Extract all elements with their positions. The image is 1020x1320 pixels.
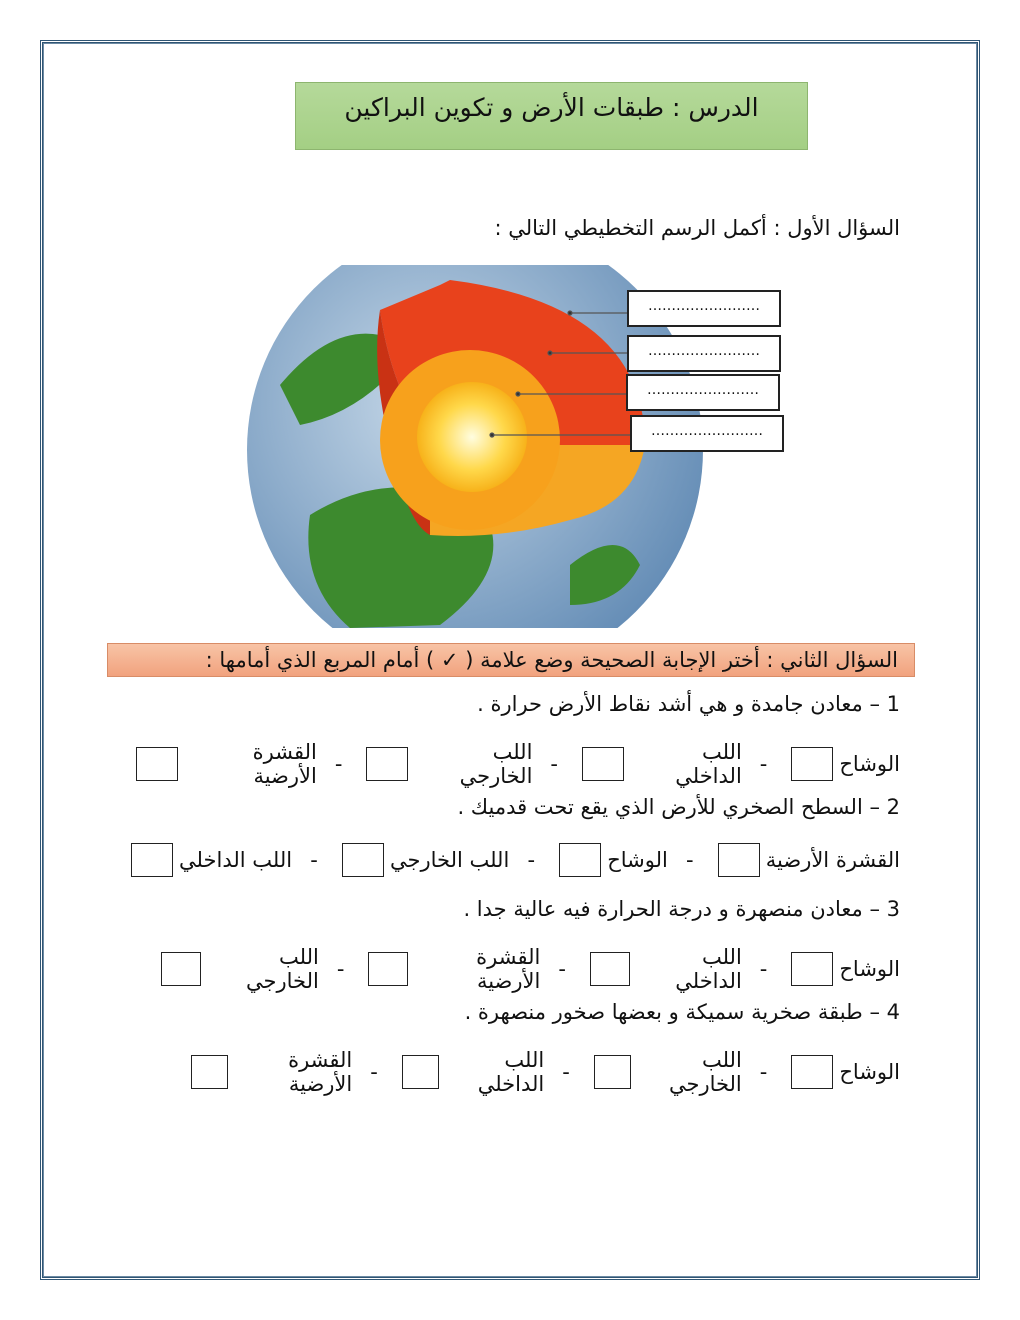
option-label: الوشاح	[839, 1060, 900, 1084]
option-label: اللب الداخلي	[179, 848, 293, 872]
answer-checkbox[interactable]	[791, 747, 834, 781]
answer-option: الوشاح	[785, 952, 900, 986]
question-stem: 1 – معادن جامدة و هي أشد نقاط الأرض حرار…	[477, 692, 900, 716]
separator: -	[759, 752, 768, 776]
option-label: اللب الخارجي	[459, 740, 533, 788]
answer-option: اللب الخارجي	[155, 945, 319, 993]
separator: -	[562, 1060, 570, 1084]
question-2-header: السؤال الثاني : أختر الإجابة الصحيحة وضع…	[107, 643, 915, 677]
answer-checkbox[interactable]	[161, 952, 201, 986]
separator: -	[759, 1060, 768, 1084]
answer-checkbox[interactable]	[717, 843, 760, 877]
layer-blank-4[interactable]: ……………………	[630, 415, 784, 452]
separator: -	[558, 957, 566, 981]
answer-checkbox[interactable]	[191, 1055, 229, 1089]
answer-checkbox[interactable]	[582, 747, 624, 781]
separator: -	[334, 752, 343, 776]
separator: -	[686, 848, 694, 872]
option-label: الوشاح	[607, 848, 668, 872]
answer-option: اللب الداخلي	[396, 1048, 544, 1096]
answer-checkbox[interactable]	[593, 1055, 631, 1089]
answer-option: القشرة الأرضية	[130, 740, 317, 788]
answer-option: اللب الخارجي	[588, 1048, 742, 1096]
layer-blank-1[interactable]: ……………………	[627, 290, 781, 327]
option-label: القشرة الأرضية	[765, 848, 900, 872]
separator: -	[336, 957, 345, 981]
option-label: اللب الداخلي	[675, 945, 742, 993]
answer-checkbox[interactable]	[341, 843, 384, 877]
question-1: السؤال الأول : أكمل الرسم التخطيطي التال…	[494, 216, 900, 240]
answer-checkbox[interactable]	[589, 952, 630, 986]
separator: -	[550, 752, 558, 776]
option-label: القشرة الأرضية	[476, 945, 541, 993]
options-row: الوشاح - اللب الخارجي - اللب الداخلي - القشرة …	[185, 1048, 900, 1096]
option-label: اللب الخارجي	[245, 945, 319, 993]
answer-option: القشرة الأرضية	[362, 945, 540, 993]
answer-option: القشرة الأرضية	[185, 1048, 352, 1096]
answer-option: اللب الخارجي	[336, 843, 509, 877]
answer-checkbox[interactable]	[131, 843, 174, 877]
option-label: الوشاح	[839, 752, 900, 776]
answer-checkbox[interactable]	[401, 1055, 439, 1089]
answer-checkbox[interactable]	[791, 952, 834, 986]
inner-core	[417, 382, 527, 492]
options-row: الوشاح - اللب الداخلي - القشرة الأرضية - اللب …	[155, 945, 900, 993]
options-row: الوشاح - اللب الداخلي - اللب الخارجي - القشرة …	[130, 740, 900, 788]
answer-checkbox[interactable]	[791, 1055, 834, 1089]
answer-option: الوشاح	[553, 843, 668, 877]
separator: -	[759, 957, 768, 981]
layer-blank-2[interactable]: ……………………	[627, 335, 781, 372]
answer-checkbox[interactable]	[366, 747, 409, 781]
options-row: القشرة الأرضية - الوشاح - اللب الخارجي - اللب …	[125, 843, 900, 877]
question-stem: 3 – معادن منصهرة و درجة الحرارة فيه عالي…	[463, 897, 900, 921]
option-label: اللب الداخلي	[675, 740, 742, 788]
land	[280, 333, 640, 628]
option-label: اللب الخارجي	[389, 848, 510, 872]
separator: -	[527, 848, 536, 872]
option-label: الوشاح	[839, 957, 900, 981]
answer-option: القشرة الأرضية	[712, 843, 900, 877]
layer-blank-3[interactable]: ……………………	[626, 374, 780, 411]
answer-option: الوشاح	[785, 1055, 900, 1089]
answer-option: اللب الداخلي	[584, 945, 742, 993]
answer-option: اللب الداخلي	[125, 843, 292, 877]
option-label: القشرة الأرضية	[252, 740, 317, 788]
lesson-title: الدرس : طبقات الأرض و تكوين البراكين	[295, 82, 808, 150]
separator: -	[370, 1060, 378, 1084]
question-stem: 2 – السطح الصخري للأرض الذي يقع تحت قدمي…	[457, 795, 900, 819]
answer-option: اللب الداخلي	[576, 740, 742, 788]
option-label: القشرة الأرضية	[288, 1048, 353, 1096]
answer-checkbox[interactable]	[559, 843, 602, 877]
earth-layers-diagram	[247, 265, 703, 628]
option-label: اللب الخارجي	[668, 1048, 742, 1096]
answer-option: الوشاح	[785, 747, 900, 781]
answer-option: اللب الخارجي	[360, 740, 532, 788]
answer-checkbox[interactable]	[135, 747, 178, 781]
answer-checkbox[interactable]	[368, 952, 409, 986]
question-stem: 4 – طبقة صخرية سميكة و بعضها صخور منصهرة…	[464, 1000, 900, 1024]
option-label: اللب الداخلي	[477, 1048, 545, 1096]
page-border	[40, 40, 980, 1280]
separator: -	[310, 848, 318, 872]
